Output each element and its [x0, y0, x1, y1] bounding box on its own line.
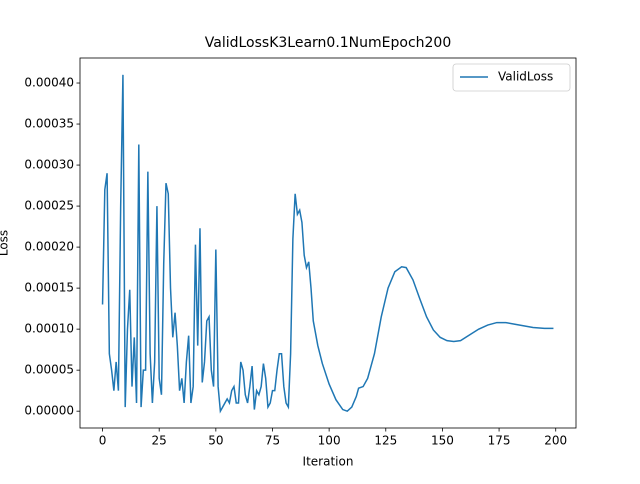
x-tick-label: 0: [99, 434, 107, 448]
x-axis-label: Iteration: [303, 455, 354, 469]
y-tick-label: 0.00005: [24, 363, 74, 377]
y-tick-label: 0.00030: [24, 158, 74, 172]
line-series: [101, 74, 554, 414]
y-tick-label: 0.00020: [24, 240, 74, 254]
y-tick-label: 0.00000: [24, 404, 74, 418]
y-axis-label: Loss: [0, 230, 11, 256]
y-tick-label: 0.00025: [24, 199, 74, 213]
x-tick-label: 25: [152, 434, 167, 448]
x-tick-label: 50: [208, 434, 223, 448]
x-tick-label: 75: [265, 434, 280, 448]
y-tick-label: 0.00035: [24, 117, 74, 131]
x-tick-label: 100: [318, 434, 341, 448]
x-tick-label: 200: [544, 434, 567, 448]
y-tick-label: 0.00010: [24, 322, 74, 336]
x-tick-label: 175: [488, 434, 511, 448]
x-tick-label: 125: [374, 434, 397, 448]
y-tick-label: 0.00040: [24, 76, 74, 90]
x-tick-label: 150: [431, 434, 454, 448]
y-tick-label: 0.00015: [24, 281, 74, 295]
chart-title: ValidLossK3Learn0.1NumEpoch200: [205, 35, 452, 51]
plot-frame: [79, 57, 577, 429]
legend-box: [452, 63, 571, 92]
legend-label: ValidLoss: [498, 70, 553, 84]
